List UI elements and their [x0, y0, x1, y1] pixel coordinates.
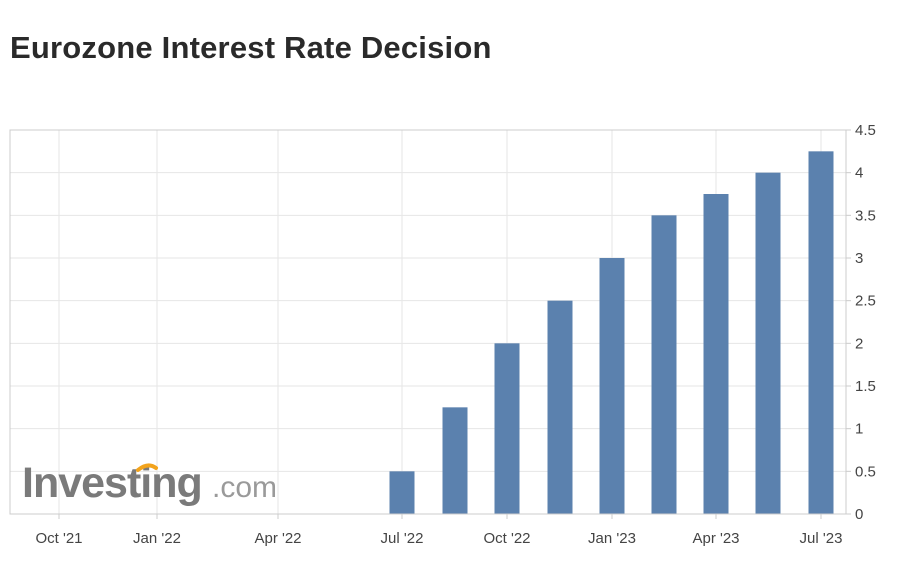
bars [389, 151, 834, 515]
y-tick-label: 1 [855, 421, 863, 438]
x-tick-label: Apr '22 [254, 530, 301, 547]
x-tick-label: Jan '23 [588, 530, 636, 547]
y-tick-label: 4 [855, 165, 863, 182]
x-tick-label: Jan '22 [133, 530, 181, 547]
investing-logo: Investing .com [22, 459, 277, 507]
y-tick-label: 4.5 [855, 122, 876, 139]
y-tick-label: 0.5 [855, 463, 876, 480]
logo-suffix-text: .com [212, 471, 277, 504]
y-tick-label: 3.5 [855, 207, 876, 224]
plot-frame [9, 129, 847, 515]
y-axis-ticks: 0 0.5 1 1.5 2 2.5 3 3.5 4 4.5 [846, 122, 876, 523]
x-tick-label: Jul '23 [800, 530, 843, 547]
y-tick-label: 0 [855, 506, 863, 523]
bar-oct-22 [494, 343, 520, 514]
bar-sep-22 [442, 407, 468, 514]
y-tick-label: 1.5 [855, 378, 876, 395]
x-tick-label: Apr '23 [692, 530, 739, 547]
logo-brand-text: Investing [22, 459, 202, 507]
bar-jul-22 [389, 471, 415, 514]
y-tick-label: 2.5 [855, 293, 876, 310]
x-tick-label: Oct '21 [35, 530, 82, 547]
bar-jul-23 [808, 151, 834, 515]
y-tick-label: 3 [855, 250, 863, 267]
x-tick-label: Jul '22 [381, 530, 424, 547]
bar-mar-23 [651, 215, 677, 515]
x-tick-label: Oct '22 [483, 530, 530, 547]
bar-jun-23 [755, 172, 781, 514]
bar-feb-23 [599, 258, 625, 514]
x-axis-ticks: Oct '21 Jan '22 Apr '22 Jul '22 Oct '22 Jan '… [35, 514, 842, 547]
bar-dec-22 [547, 300, 573, 514]
bar-may-23 [703, 194, 729, 514]
y-tick-label: 2 [855, 335, 863, 352]
chart-title: Eurozone Interest Rate Decision [10, 30, 492, 65]
logo-swoosh-icon [136, 463, 158, 472]
